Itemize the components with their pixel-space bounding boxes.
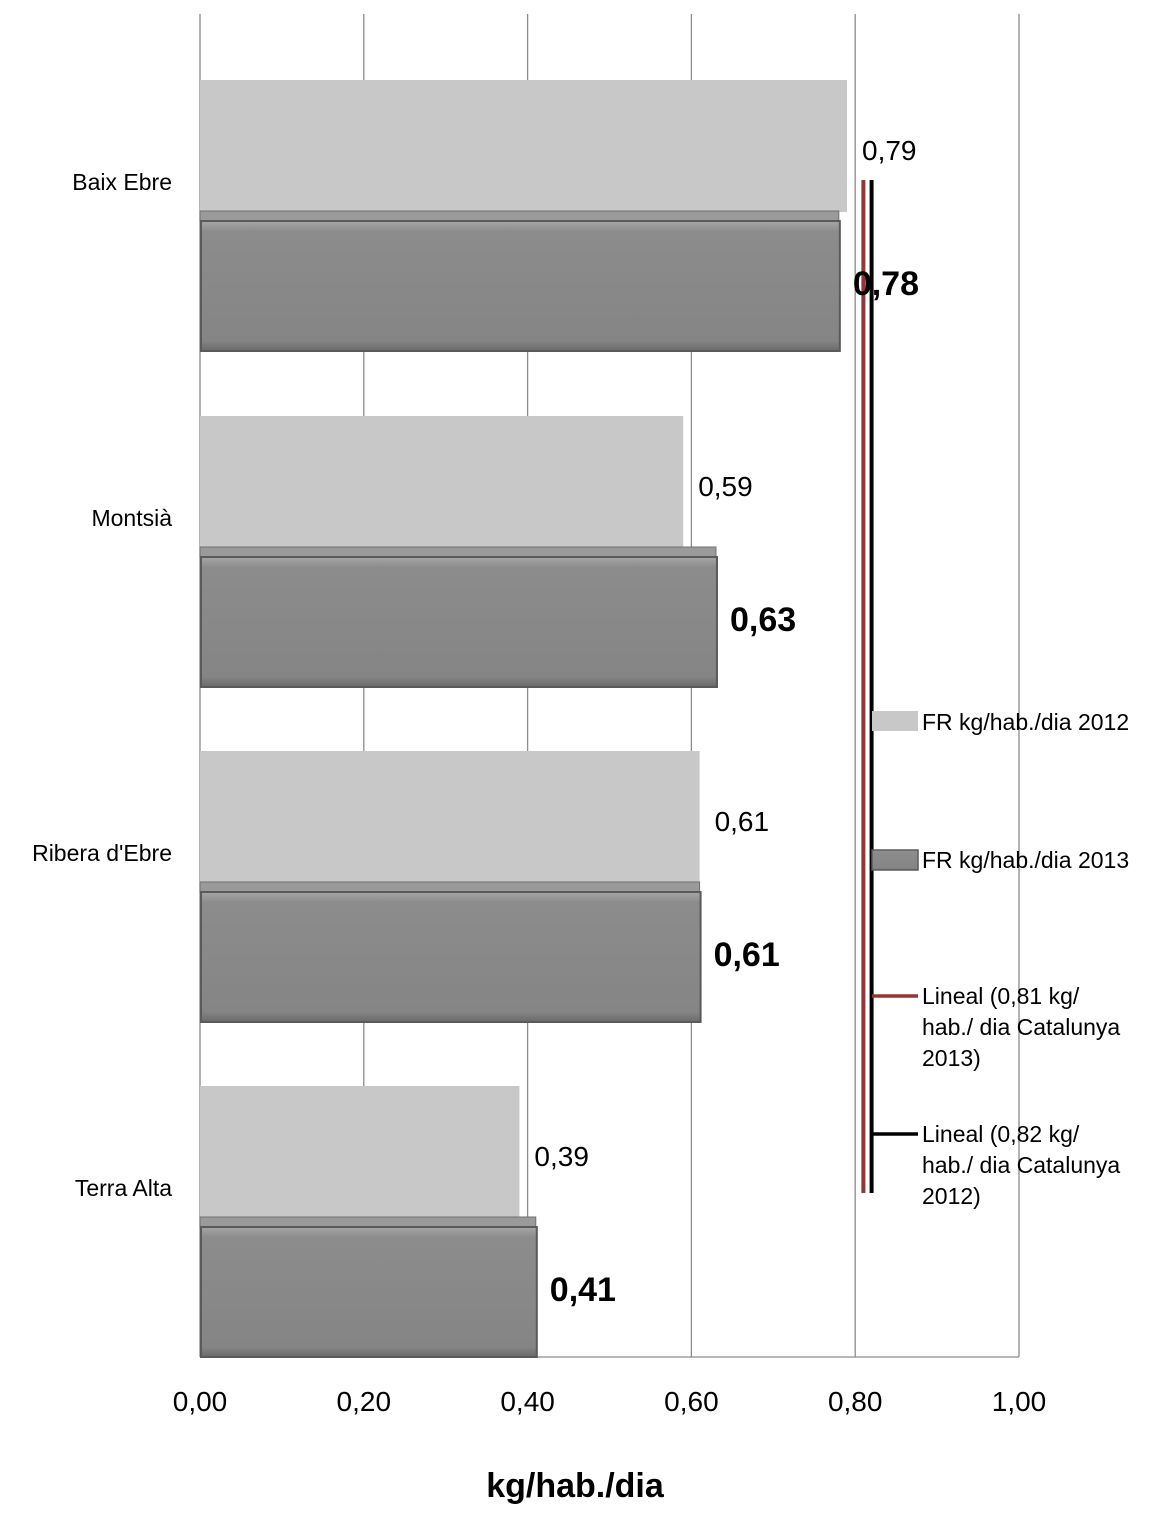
data-labels: 0,79 0,78 0,59 0,63 0,61 0,61 0,39 0,41: [534, 135, 919, 1309]
bar-2012: [200, 1086, 520, 1218]
x-tick-label: 0,20: [337, 1386, 392, 1417]
data-label-2012: 0,79: [862, 135, 917, 166]
legend-label-line-part: Lineal (0,81 kg/: [922, 983, 1080, 1009]
legend-label-line-part: hab./ dia Catalunya: [922, 1014, 1120, 1040]
x-tick-label: 1,00: [992, 1386, 1047, 1417]
x-tick-label: 0,40: [500, 1386, 555, 1417]
legend-label-line: Lineal (0,81 kg/hab./ dia Catalunya 2013): [922, 983, 1120, 1071]
y-axis-label: Terra Alta: [75, 1175, 172, 1201]
bar-2012: [200, 751, 700, 883]
legend: FR kg/hab./dia 2012 FR kg/hab./dia 2013 Li…: [871, 709, 1129, 1209]
legend-label-2012: FR kg/hab./dia 2012: [922, 709, 1129, 735]
x-axis-tick-labels: 0,00 0,20 0,40 0,60 0,80 1,00: [173, 1386, 1047, 1417]
x-tick-label: 0,80: [828, 1386, 883, 1417]
x-axis-title: kg/hab./dia: [486, 1467, 665, 1505]
legend-label-line-part: Lineal (0,82 kg/: [922, 1121, 1080, 1147]
data-label-2013: 0,41: [550, 1271, 616, 1309]
legend-label-line: Lineal (0,82 kg/hab./ dia Catalunya 2012): [922, 1121, 1120, 1209]
bars: [199, 80, 848, 1358]
y-axis-label: Baix Ebre: [72, 169, 172, 195]
legend-label-line-part: hab./ dia Catalunya: [922, 1152, 1120, 1178]
reference-lines: [861, 180, 874, 1193]
bar-2013: [200, 1226, 538, 1358]
legend-label-2013: FR kg/hab./dia 2013: [922, 847, 1129, 873]
y-axis-labels: Baix Ebre Montsià Ribera d'Ebre Terra Alta: [32, 169, 172, 1201]
bar-2013: [200, 891, 702, 1023]
x-tick-label: 0,60: [664, 1386, 719, 1417]
y-axis-label: Ribera d'Ebre: [32, 840, 172, 866]
data-label-2012: 0,61: [715, 806, 770, 837]
data-label-2013: 0,63: [730, 601, 796, 639]
x-tick-label: 0,00: [173, 1386, 228, 1417]
data-label-2013: 0,61: [714, 936, 780, 974]
data-label-2013: 0,78: [853, 265, 919, 303]
bar-2012: [200, 416, 684, 548]
y-axis-label: Montsià: [91, 505, 172, 531]
bar-2013: [200, 556, 718, 688]
legend-swatch-2012: [872, 711, 918, 731]
data-label-2012: 0,39: [534, 1141, 589, 1172]
legend-label-line-part: 2012): [922, 1183, 981, 1209]
legend-swatch-2013: [871, 849, 919, 871]
data-label-2012: 0,59: [698, 471, 753, 502]
legend-label-line-part: 2013): [922, 1045, 981, 1071]
bar-2012: [200, 80, 848, 212]
bar-2013: [200, 220, 841, 352]
